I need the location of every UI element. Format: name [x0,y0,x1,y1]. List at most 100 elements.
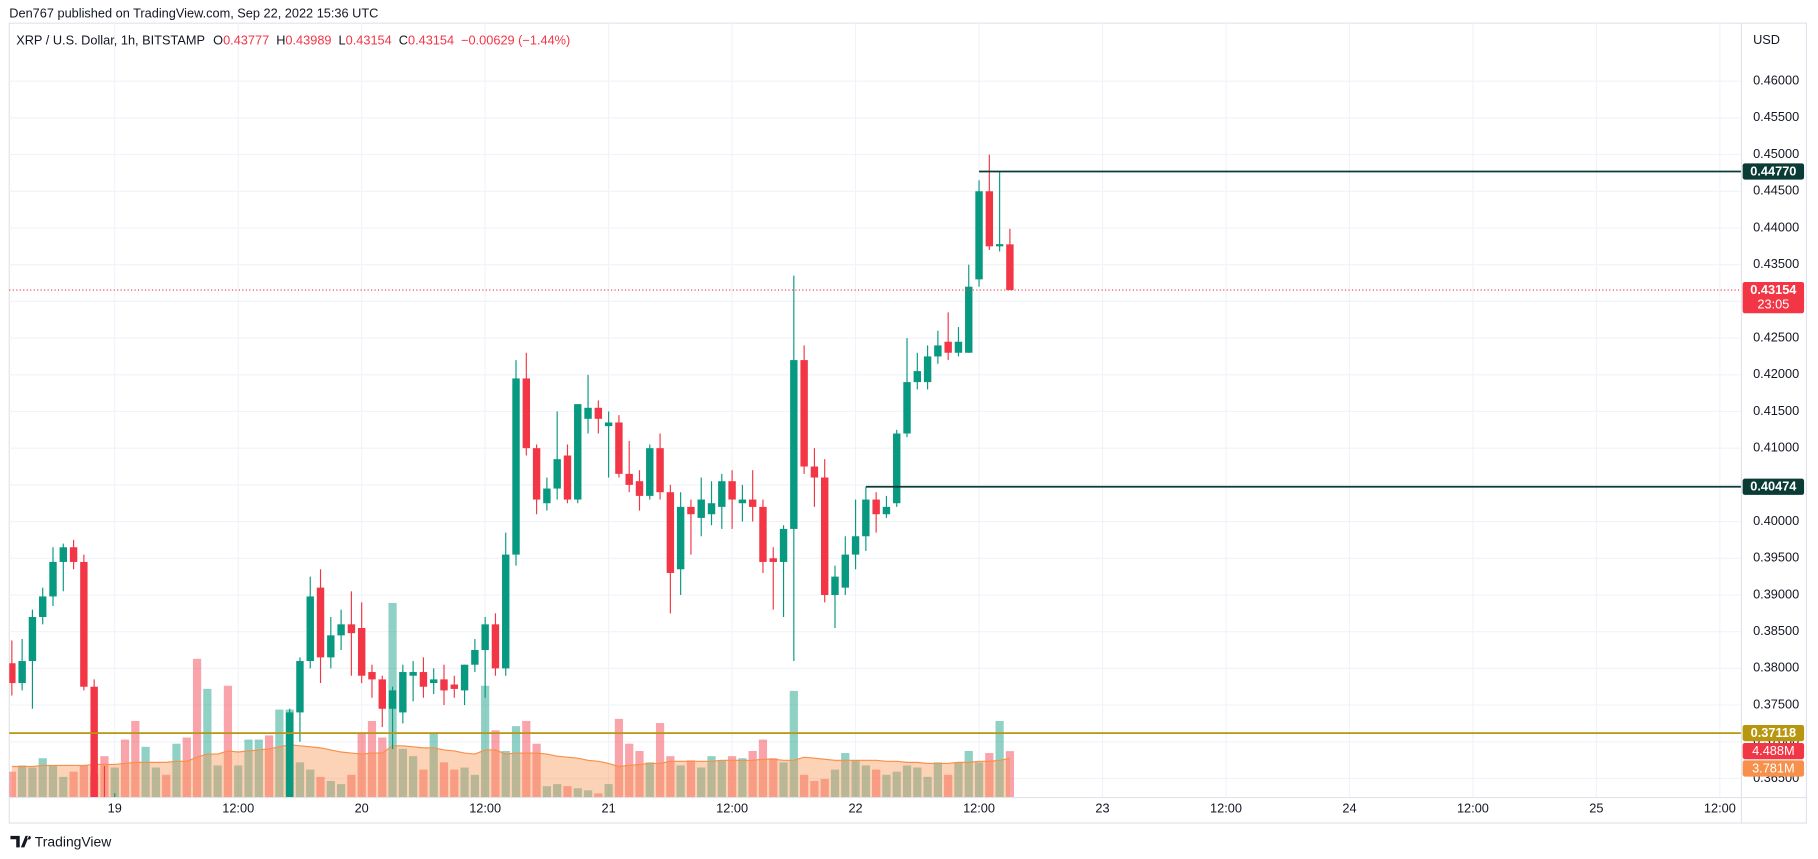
volume-bar [347,774,356,798]
candle-body [862,499,870,537]
candle-body [316,587,325,658]
x-tick-label: 12:00 [716,801,748,816]
x-tick-label: 20 [355,801,369,816]
candle-body [965,286,973,353]
candle-body [1006,244,1014,291]
candle-body [615,422,623,474]
candle-body [481,624,489,651]
volume-bar [223,685,233,798]
legend-key: H [276,33,285,48]
volume-bar [655,723,665,798]
legend-key: O [213,33,223,48]
volume-bar [336,784,346,798]
volume-bar [367,720,377,798]
candle-body [779,528,788,562]
candle-body [285,712,294,798]
candle-body [532,448,541,500]
legend-key: L [339,33,346,48]
y-tick-label: 0.46000 [1753,73,1799,88]
volume-bar [213,765,222,798]
y-tick-label: 0.42500 [1753,329,1799,344]
candle-body [553,459,561,489]
candle-body [460,664,469,691]
grid [9,23,1742,798]
volume-bar [203,688,212,798]
candle-body [409,672,417,676]
legend-value: 0.43989 [285,33,331,48]
volume-ma-tag [1742,760,1805,777]
candle-body [769,558,777,562]
x-tick-label: 19 [108,801,122,816]
y-tick-label: 0.45000 [1753,146,1799,161]
volume-bar [162,774,171,798]
x-tick-label: 12:00 [469,801,501,816]
legend-value: 0.43154 [408,33,454,48]
candle-body [995,244,1004,247]
candle-body [357,628,366,676]
y-tick-label: 0.38500 [1753,623,1799,638]
level-label: 0.44770 [1750,163,1796,178]
volume-bar [460,767,469,798]
candle-body [563,455,572,500]
volume-bar [182,737,191,798]
candle-body [28,616,37,662]
candle-body [584,407,592,419]
logo-mark [10,835,31,848]
candle-body [80,561,88,687]
candle-body [430,679,438,684]
volume-bar [120,739,130,798]
chart-frame [8,22,1807,824]
volume-bar [18,765,27,798]
volume-bar [316,776,325,798]
candle-body [450,684,458,689]
volume-bar [841,753,850,798]
candle-body [368,672,376,680]
candle-body [666,492,675,573]
x-tick-label: 23 [1095,801,1109,816]
candle-body [635,481,644,496]
candle-body [347,624,356,634]
volume-bar [985,753,994,798]
y-tick-label: 0.41000 [1753,440,1799,455]
volume-bar [738,758,747,798]
volume-bar [491,730,500,798]
candle-body [502,554,510,669]
legend-value: 0.43777 [223,33,269,48]
volume-bar [573,788,582,798]
candle-body [594,407,603,419]
candle-body [759,506,767,562]
volume-bar [79,765,88,798]
x-tick-label: 12:00 [1457,801,1489,816]
volume-bar [913,767,922,798]
candle-body [656,448,664,493]
volume-bar [625,743,634,798]
level-tag [1742,163,1805,180]
volume-bar [563,786,572,798]
volume-bar [851,760,860,798]
volume-bar [861,765,870,798]
volume-bar [254,739,263,798]
candle-body [59,547,67,562]
volume-bar [532,743,541,798]
x-tick-label: 22 [848,801,862,816]
volume-bar [429,732,438,798]
candle-body [893,433,901,504]
candle-body [944,341,952,353]
brand: TradingView [35,833,112,849]
candle-body [707,503,716,515]
y-tick-label: 0.43500 [1753,256,1799,271]
volume-bar [234,765,243,798]
last-price-tag [1742,281,1805,314]
volume-bar [717,760,726,798]
candle-body [676,506,685,570]
candle-body [419,672,428,687]
candle-body [306,596,314,662]
volume-bar [9,771,16,798]
candle-body [625,473,633,485]
overlay [9,170,1742,734]
volume-bar [820,778,829,798]
volume-bar [758,739,768,798]
volume-bar [1005,751,1015,798]
volume-bar [594,793,603,798]
